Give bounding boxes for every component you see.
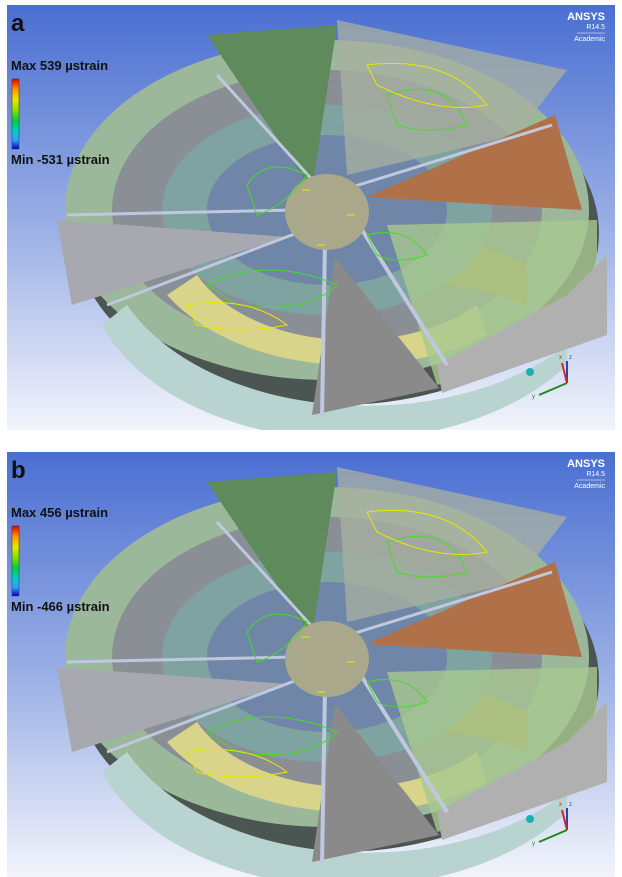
min-label: Min -466 µstrain — [11, 599, 110, 614]
logo-version: R14.5 — [586, 471, 605, 478]
color-bar — [12, 79, 19, 149]
panel-label: a — [11, 10, 25, 37]
axis-x: x — [559, 355, 562, 361]
triad-sphere — [526, 368, 534, 376]
axis-z: z — [569, 802, 572, 808]
panel-b: b Max 456 µstrain Min -466 µstrain ANSYSR14… — [7, 452, 615, 877]
triad-sphere — [526, 815, 534, 823]
min-label: Min -531 µstrain — [11, 152, 110, 167]
max-label: Max 456 µstrain — [11, 505, 108, 520]
panel-label: b — [11, 457, 26, 484]
panel-a: a Max 539 µstrain Min -531 µstrain ANSYSR14… — [7, 5, 615, 430]
max-label: Max 539 µstrain — [11, 58, 108, 73]
axis-x: x — [559, 802, 562, 808]
logo-name: ANSYS — [567, 458, 605, 470]
axis-z: z — [569, 355, 572, 361]
axis-y: y — [532, 841, 535, 847]
logo-edition: Academic — [574, 483, 605, 490]
axis-y: y — [532, 394, 535, 400]
logo-edition: Academic — [574, 36, 605, 43]
page: aMax 539 µstrainMin -531 µstrainANSYSR14… — [0, 0, 622, 875]
color-bar — [12, 526, 19, 596]
logo-version: R14.5 — [586, 24, 605, 31]
logo-name: ANSYS — [567, 11, 605, 23]
